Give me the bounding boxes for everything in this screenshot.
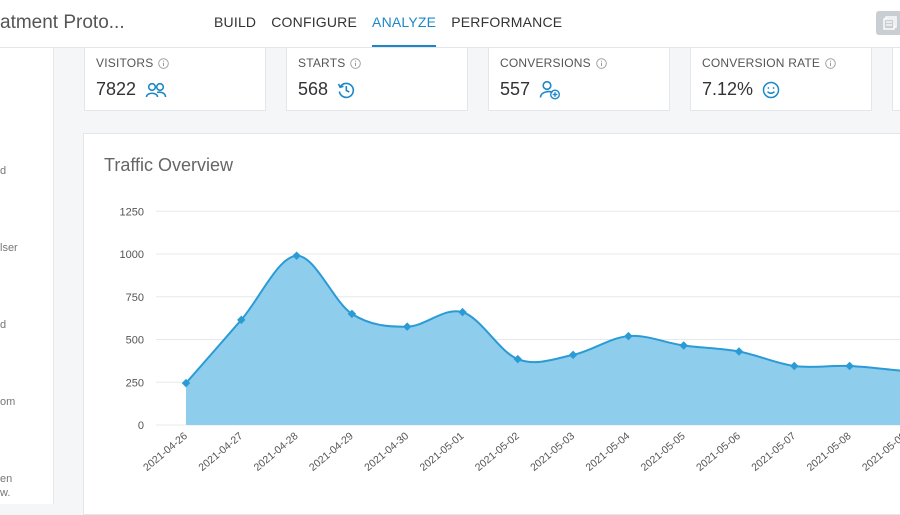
smile-icon: [762, 81, 780, 98]
top-bar: atment Proto... BUILD CONFIGURE ANALYZE …: [0, 0, 900, 48]
tab-configure[interactable]: CONFIGURE: [271, 14, 358, 30]
x-tick-label: 2021-05-01: [418, 430, 467, 474]
traffic-overview-panel: Traffic Overview 0 250 500 750 1000 1250 2021-…: [83, 133, 900, 515]
starts-card: STARTS 568: [286, 48, 468, 111]
visitors-value: 7822: [96, 79, 137, 99]
x-tick-label: 2021-05-05: [639, 430, 688, 474]
traffic-area: [186, 255, 900, 425]
y-tick-label: 0: [138, 420, 144, 432]
sidebar-item-label[interactable]: lser: [0, 242, 18, 254]
conversions-label: CONVERSIONS: [500, 56, 591, 70]
conversion-rate-label: CONVERSION RATE: [702, 56, 821, 70]
data-point[interactable]: [458, 307, 467, 317]
y-tick-label: 750: [126, 292, 144, 304]
y-tick-label: 1250: [120, 206, 144, 218]
sidebar-item-label[interactable]: w.: [0, 487, 11, 499]
conversions-value: 557: [500, 79, 531, 99]
info-icon[interactable]: [825, 57, 836, 69]
user-plus-icon: [539, 80, 561, 100]
x-tick-label: 2021-05-04: [583, 430, 632, 474]
sidebar-item-label[interactable]: d: [0, 319, 7, 331]
x-tick-label: 2021-04-27: [196, 430, 245, 474]
starts-value: 568: [298, 79, 329, 99]
x-tick-label: 2021-04-26: [141, 430, 190, 474]
info-icon[interactable]: [158, 57, 170, 69]
history-icon: [337, 82, 355, 98]
data-point[interactable]: [845, 361, 854, 371]
data-point[interactable]: [734, 347, 744, 356]
x-tick-label: 2021-05-03: [528, 430, 577, 474]
docs-icon: [883, 16, 897, 30]
docs-button[interactable]: [876, 11, 900, 35]
users-icon: [145, 82, 167, 97]
conversion-rate-card: CONVERSION RATE 7.12%: [690, 48, 872, 111]
data-point[interactable]: [347, 309, 357, 319]
sidebar-item-label[interactable]: om: [0, 396, 16, 408]
info-icon[interactable]: [350, 57, 362, 69]
data-point[interactable]: [790, 361, 799, 371]
x-tick-label: 2021-04-28: [252, 430, 301, 474]
tab-build[interactable]: BUILD: [214, 14, 257, 30]
data-point[interactable]: [292, 251, 301, 260]
y-tick-label: 250: [126, 377, 144, 389]
x-tick-label: 2021-05-08: [805, 430, 854, 474]
x-tick-label: 2021-05-02: [473, 430, 522, 474]
tab-analyze[interactable]: ANALYZE: [372, 0, 437, 47]
sidebar: d lser d om en w.: [0, 48, 54, 504]
data-point[interactable]: [402, 322, 412, 331]
chart-title: Traffic Overview: [104, 155, 234, 175]
conversion-rate-value: 7.12%: [702, 79, 754, 99]
x-tick-label: 2021-05-07: [749, 430, 798, 474]
y-tick-label: 500: [126, 335, 144, 347]
starts-label: STARTS: [298, 56, 346, 70]
data-point[interactable]: [181, 378, 191, 388]
extra-card: [892, 48, 900, 111]
info-icon[interactable]: [596, 57, 607, 69]
x-tick-label: 2021-05-09: [860, 430, 900, 474]
y-tick-label: 1000: [120, 249, 144, 261]
x-tick-label: 2021-04-30: [362, 430, 411, 474]
visitors-label: VISITORS: [96, 56, 154, 70]
main-nav: BUILD CONFIGURE ANALYZE PERFORMANCE: [214, 0, 577, 47]
app-title: atment Proto...: [0, 12, 125, 33]
tab-performance[interactable]: PERFORMANCE: [451, 14, 563, 30]
x-tick-label: 2021-04-29: [307, 430, 356, 474]
sidebar-item-label[interactable]: d: [0, 165, 7, 177]
conversions-card: CONVERSIONS 557: [488, 48, 670, 111]
data-point[interactable]: [237, 315, 246, 325]
x-tick-label: 2021-05-06: [694, 430, 743, 474]
visitors-card: VISITORS 7822: [84, 48, 266, 111]
data-point[interactable]: [568, 350, 578, 360]
sidebar-item-label[interactable]: en: [0, 473, 13, 485]
